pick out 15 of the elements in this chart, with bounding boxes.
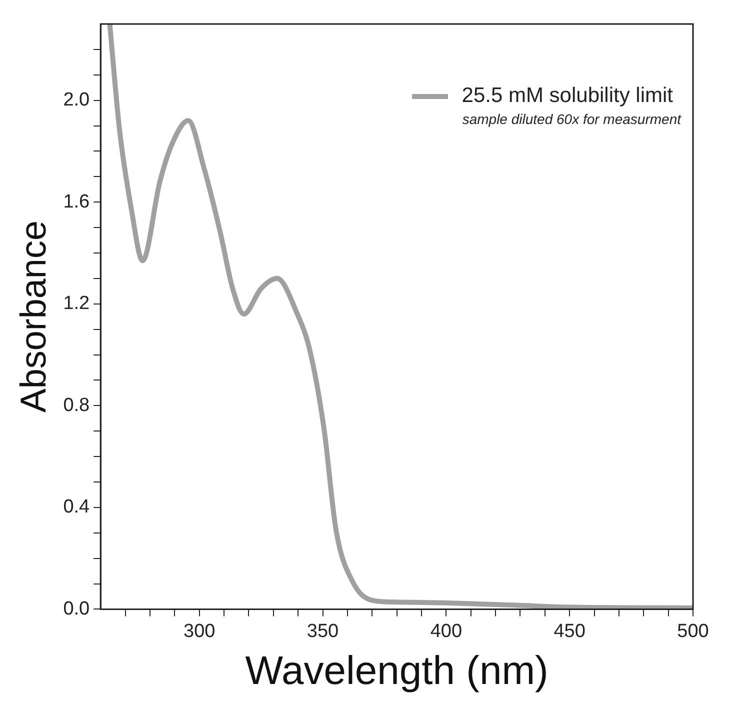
x-axis-title: Wavelength (nm): [245, 649, 548, 694]
y-tick-label: 0.4: [63, 496, 90, 518]
x-tick-label: 300: [183, 620, 216, 642]
x-tick-label: 400: [430, 620, 462, 642]
x-tick-label: 350: [306, 620, 339, 642]
y-tick-label: 1.2: [63, 293, 90, 314]
y-tick-label: 0.0: [63, 598, 90, 620]
y-tick-label: 0.8: [63, 394, 90, 416]
y-tick-label: 1.6: [63, 191, 90, 212]
x-tick-label: 450: [554, 620, 586, 642]
legend-label: 25.5 mM solubility limit: [462, 84, 673, 108]
y-axis-title: Absorbance: [12, 220, 54, 413]
x-tick-label: 500: [677, 620, 709, 642]
annotation: sample diluted 60x for measurment: [462, 111, 682, 127]
y-tick-label: 2.0: [63, 90, 90, 111]
